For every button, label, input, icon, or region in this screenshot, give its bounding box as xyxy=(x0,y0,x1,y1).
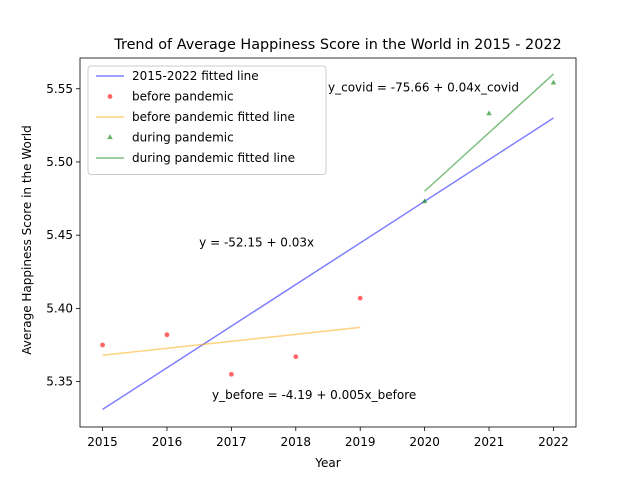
chart-title: Trend of Average Happiness Score in the … xyxy=(113,37,561,53)
legend-entry-label: before pandemic fitted line xyxy=(132,110,295,124)
x-tick-label: 2017 xyxy=(216,435,247,449)
equation-annotation: y_before = -4.19 + 0.005x_before xyxy=(212,388,416,402)
y-tick-label: 5.50 xyxy=(46,155,73,169)
legend-marker-swatch xyxy=(107,94,113,99)
y-tick-label: 5.45 xyxy=(46,228,73,242)
data-point xyxy=(293,354,299,360)
x-tick-label: 2020 xyxy=(409,435,440,449)
data-point xyxy=(357,295,363,301)
axes-frame xyxy=(79,57,577,428)
legend-box xyxy=(87,65,327,175)
x-tick-label: 2021 xyxy=(474,435,505,449)
x-tick-label: 2015 xyxy=(87,435,118,449)
legend-entry-label: 2015-2022 fitted line xyxy=(132,69,259,83)
fitted-line xyxy=(102,326,361,356)
data-point xyxy=(486,110,492,116)
x-axis-ticks: 2015 2016 2017 2018 2019 2020 2021 2022 xyxy=(87,427,569,449)
legend: 2015-2022 fitted line before pandemic befo… xyxy=(87,65,327,175)
fitted-line xyxy=(102,117,554,411)
fitted-line xyxy=(424,73,554,192)
data-point xyxy=(421,198,428,204)
x-axis-label: Year xyxy=(314,456,340,470)
x-tick-label: 2019 xyxy=(345,435,376,449)
y-tick-label: 5.40 xyxy=(46,301,73,315)
x-tick-label: 2016 xyxy=(152,435,183,449)
plot-series xyxy=(100,73,557,411)
y-axis-label: Average Happiness Score in the World xyxy=(20,125,34,354)
data-point xyxy=(164,332,170,338)
data-point xyxy=(100,342,105,348)
legend-entry-label: before pandemic xyxy=(132,90,234,104)
plot-area-frame xyxy=(79,57,577,428)
data-point xyxy=(550,79,557,85)
legend-entry-label: during pandemic xyxy=(132,131,234,145)
equation-annotation: y_covid = -75.66 + 0.04x_covid xyxy=(328,80,519,94)
y-tick-label: 5.55 xyxy=(46,82,73,96)
x-tick-label: 2022 xyxy=(538,435,569,449)
data-point xyxy=(228,371,234,377)
legend-entry-label: during pandemic fitted line xyxy=(132,151,295,165)
x-tick-label: 2018 xyxy=(281,435,312,449)
legend-marker-swatch xyxy=(107,134,113,140)
y-axis-ticks: 5.35 5.40 5.45 5.50 5.55 xyxy=(46,82,80,389)
y-tick-label: 5.35 xyxy=(46,375,73,389)
equation-annotation: y = -52.15 + 0.03x xyxy=(199,236,314,250)
